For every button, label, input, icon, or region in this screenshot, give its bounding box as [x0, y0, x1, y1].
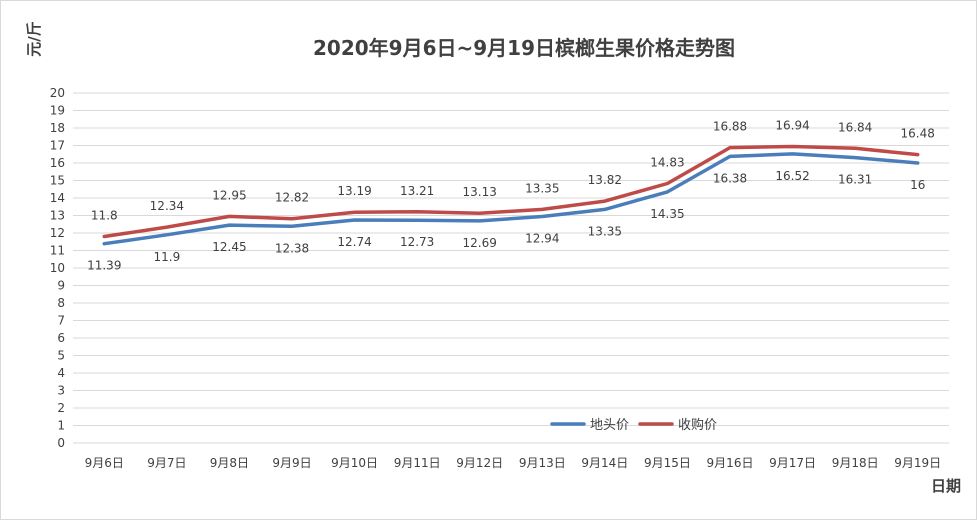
- x-tick-label: 9月14日: [581, 456, 628, 470]
- series-line-1: [102, 152, 920, 246]
- x-tick-label: 9月8日: [210, 456, 249, 470]
- x-tick-label: 9月15日: [644, 456, 691, 470]
- y-tick-label: 8: [57, 296, 65, 310]
- data-label: 12.38: [275, 241, 309, 255]
- y-tick-label: 4: [57, 366, 65, 380]
- data-label: 12.34: [150, 199, 184, 213]
- data-label: 16.52: [775, 169, 809, 183]
- data-label: 16.94: [775, 119, 809, 133]
- data-label: 12.95: [212, 188, 246, 202]
- x-tick-label: 9月16日: [707, 456, 754, 470]
- data-label: 12.94: [525, 232, 559, 246]
- x-tick-label: 9月10日: [331, 456, 378, 470]
- y-tick-label: 10: [50, 261, 65, 275]
- y-tick-label: 12: [50, 226, 65, 240]
- data-label: 13.35: [525, 181, 559, 195]
- y-tick-label: 3: [57, 384, 65, 398]
- data-label: 13.35: [588, 224, 622, 238]
- data-label: 14.35: [650, 207, 684, 221]
- x-tick-labels: 9月6日 9月7日 9月8日 9月9日 9月10日 9月11日 9月12日 9月13日 9月14…: [85, 456, 942, 470]
- data-label: 16.31: [838, 173, 872, 187]
- legend-label-1: 地头价: [590, 418, 629, 433]
- y-tick-label: 9: [57, 279, 65, 293]
- data-label: 12.45: [212, 240, 246, 254]
- x-tick-label: 9月11日: [394, 456, 441, 470]
- data-label: 12.69: [463, 236, 497, 250]
- data-label: 11.8: [91, 209, 118, 223]
- data-label: 11.9: [153, 250, 180, 264]
- data-label: 13.21: [400, 184, 434, 198]
- data-label: 16.88: [713, 120, 747, 134]
- x-tick-label: 9月17日: [769, 456, 816, 470]
- y-tick-label: 2: [57, 401, 65, 415]
- y-tick-label: 14: [50, 191, 65, 205]
- data-label: 11.39: [87, 259, 121, 273]
- y-tick-label: 0: [57, 436, 65, 450]
- y-tick-label: 1: [57, 419, 65, 433]
- series-lines: [102, 144, 920, 246]
- y-tick-label: 20: [50, 86, 65, 100]
- data-label: 16.48: [901, 127, 935, 141]
- x-axis-title: 日期: [931, 477, 961, 495]
- data-label: 12.73: [400, 235, 434, 249]
- y-tick-label: 13: [50, 209, 65, 223]
- x-tick-label: 9月6日: [85, 456, 124, 470]
- legend: 地头价 收购价: [550, 417, 717, 433]
- x-tick-label: 9月19日: [894, 456, 941, 470]
- data-labels: 11.39 11.9 12.45 12.38 12.74 12.73 12.69 12.94 1…: [87, 119, 935, 273]
- data-label: 12.82: [275, 191, 309, 205]
- series-line-2: [102, 144, 920, 239]
- x-tick-label: 9月13日: [519, 456, 566, 470]
- data-label: 13.82: [588, 173, 622, 187]
- x-tick-label: 9月9日: [272, 456, 311, 470]
- y-axis-title: 元/斤: [25, 21, 43, 56]
- y-tick-label: 6: [57, 331, 65, 345]
- y-tick-label: 11: [50, 244, 65, 258]
- y-tick-label: 7: [57, 314, 65, 328]
- data-label: 16.84: [838, 120, 872, 134]
- data-label: 13.13: [463, 185, 497, 199]
- data-label: 13.19: [337, 184, 371, 198]
- x-tick-label: 9月7日: [147, 456, 186, 470]
- x-tick-label: 9月18日: [832, 456, 879, 470]
- data-label: 16: [910, 178, 925, 192]
- y-tick-label: 16: [50, 156, 65, 170]
- chart-title: 2020年9月6日~9月19日槟榔生果价格走势图: [313, 36, 735, 60]
- gridlines: [73, 92, 949, 444]
- y-tick-label: 17: [50, 139, 65, 153]
- y-tick-label: 5: [57, 349, 65, 363]
- data-label: 12.74: [337, 235, 371, 249]
- legend-label-2: 收购价: [678, 417, 717, 433]
- y-tick-label: 19: [50, 104, 65, 118]
- y-tick-label: 18: [50, 121, 65, 135]
- x-tick-label: 9月12日: [456, 456, 503, 470]
- data-label: 16.38: [713, 171, 747, 185]
- y-tick-label: 15: [50, 174, 65, 188]
- data-label: 14.83: [650, 155, 684, 169]
